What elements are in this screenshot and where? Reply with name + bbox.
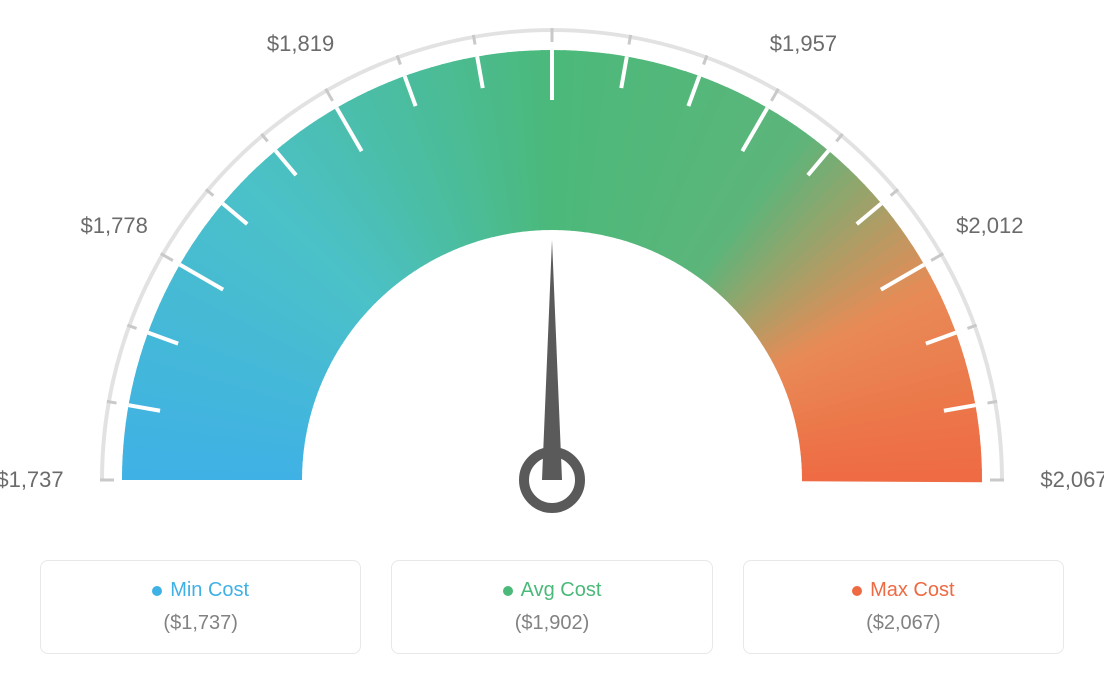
legend-max-box: Max Cost ($2,067) (743, 560, 1064, 654)
legend-area: Min Cost ($1,737) Avg Cost ($1,902) Max … (0, 560, 1104, 654)
gauge-tick-label: $2,067 (1040, 467, 1104, 493)
legend-max-dot (852, 586, 862, 596)
legend-min-value: ($1,737) (61, 612, 340, 635)
legend-min-label: Min Cost (170, 579, 249, 602)
gauge-area: $1,737$1,778$1,819$1,902$1,957$2,012$2,0… (0, 0, 1104, 560)
legend-avg-label: Avg Cost (521, 579, 602, 602)
gauge-svg (0, 0, 1104, 560)
legend-avg-value: ($1,902) (412, 612, 691, 635)
chart-container: $1,737$1,778$1,819$1,902$1,957$2,012$2,0… (0, 0, 1104, 690)
legend-max-value: ($2,067) (764, 612, 1043, 635)
gauge-tick-label: $1,957 (770, 31, 837, 57)
legend-avg-dot (503, 586, 513, 596)
legend-min-dot (152, 586, 162, 596)
gauge-tick-label: $2,012 (956, 213, 1023, 239)
gauge-tick-label: $1,778 (81, 213, 148, 239)
legend-min-title: Min Cost (61, 579, 340, 602)
gauge-tick-label: $1,737 (0, 467, 64, 493)
gauge-tick-label: $1,819 (267, 31, 334, 57)
legend-max-label: Max Cost (870, 579, 954, 602)
legend-avg-title: Avg Cost (412, 579, 691, 602)
legend-min-box: Min Cost ($1,737) (40, 560, 361, 654)
legend-max-title: Max Cost (764, 579, 1043, 602)
legend-avg-box: Avg Cost ($1,902) (391, 560, 712, 654)
